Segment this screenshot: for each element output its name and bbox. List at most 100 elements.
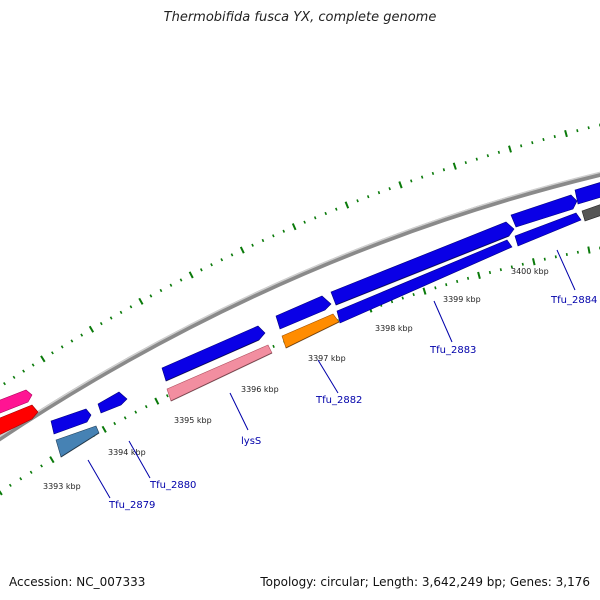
tick-mark [442, 168, 446, 172]
tick-mark [159, 288, 163, 293]
gene-labels: Tfu_2879 Tfu_2880 lysS Tfu_2882 Tfu_2883… [108, 295, 597, 511]
genome-backbone-highlight [0, 171, 600, 438]
tick-mark [154, 397, 160, 405]
tick-mark [542, 137, 545, 142]
tick-mark [165, 394, 169, 398]
tick-mark [398, 181, 403, 189]
gene-feature-tfu2879-upper[interactable] [50, 408, 92, 435]
gene-label-tfu2883[interactable]: Tfu_2883 [429, 345, 476, 356]
tick-mark [576, 250, 579, 254]
tick-mark [420, 175, 424, 179]
scale-labels: 3393 kbp 3394 kbp 3395 kbp 3396 kbp 3397… [43, 267, 549, 491]
gene-feature-tfu2883-upper[interactable] [330, 221, 515, 306]
gene-feature-red[interactable] [0, 404, 39, 437]
tick-mark [324, 211, 328, 216]
tick-mark [169, 283, 173, 287]
tick-mark [412, 293, 415, 297]
tick-mark [272, 344, 275, 348]
inner-tick-track [0, 246, 600, 496]
gene-feature-tfu2879[interactable] [55, 425, 100, 458]
tick-mark [261, 238, 265, 243]
gene-feature-tfu2884-upper[interactable] [510, 194, 578, 228]
tick-mark [134, 410, 138, 414]
tick-mark [282, 229, 286, 233]
tick-mark [60, 345, 64, 349]
tick-mark [291, 223, 297, 231]
tick-mark [366, 195, 370, 199]
tick-mark [8, 483, 12, 487]
tick-mark [149, 294, 153, 298]
tick-mark [49, 456, 55, 464]
scale-label: 3396 kbp [241, 385, 279, 394]
tick-mark [119, 310, 123, 314]
tick-mark [486, 154, 490, 158]
tick-mark [99, 321, 103, 326]
tick-mark [313, 216, 317, 220]
tick-mark [88, 325, 95, 333]
tick-mark [377, 191, 381, 195]
tick-mark [101, 425, 107, 433]
tick-mark [22, 369, 26, 373]
tick-mark [464, 161, 467, 165]
gene-feature-tfu2884[interactable] [514, 212, 582, 247]
tick-mark [388, 187, 391, 191]
gene-feature-edge-upper[interactable] [574, 181, 600, 205]
gene-feature-gray[interactable] [581, 203, 600, 222]
tick-mark [344, 201, 350, 209]
scale-label: 3399 kbp [443, 295, 481, 304]
tick-mark [553, 134, 556, 139]
tick-mark [390, 300, 394, 304]
page-title: Thermobifida fusca YX, complete genome [163, 10, 437, 25]
reverse-strand-features [0, 203, 600, 458]
gene-feature-lyss-upper[interactable] [161, 325, 266, 382]
tick-mark [335, 207, 338, 211]
scale-label: 3398 kbp [375, 324, 413, 333]
tick-mark [554, 255, 557, 259]
gene-feature-lyss[interactable] [166, 344, 273, 402]
tick-mark [434, 286, 437, 290]
scale-label: 3393 kbp [43, 482, 81, 491]
tick-mark [520, 144, 523, 148]
tick-mark [199, 268, 203, 272]
tick-mark [564, 129, 568, 138]
gene-label-tfu2882[interactable]: Tfu_2882 [315, 395, 362, 406]
tick-mark [80, 333, 84, 337]
tick-mark [70, 339, 74, 343]
gene-feature-magenta[interactable] [0, 389, 33, 415]
tick-mark [210, 263, 213, 267]
tick-mark [272, 234, 275, 238]
tick-mark [31, 363, 35, 367]
tick-mark [510, 265, 513, 269]
scale-label: 3394 kbp [108, 448, 146, 457]
tick-mark [251, 243, 254, 247]
tick-mark [230, 253, 234, 257]
tick-mark [452, 162, 457, 170]
tick-mark [0, 490, 3, 496]
tick-mark [188, 271, 194, 279]
tick-mark [109, 316, 113, 320]
tick-mark [497, 150, 501, 154]
gene-feature-tfu2883[interactable] [336, 239, 513, 324]
tick-mark [19, 477, 23, 481]
tick-mark [488, 270, 492, 275]
gene-label-tfu2880[interactable]: Tfu_2880 [149, 480, 196, 491]
gene-label-lyss[interactable]: lysS [241, 436, 261, 447]
tick-mark [144, 405, 148, 409]
gene-feature-tfu2880-upper[interactable] [97, 391, 128, 414]
tick-mark [113, 421, 117, 426]
tick-mark [3, 382, 6, 386]
gene-label-tfu2879[interactable]: Tfu_2879 [108, 500, 155, 511]
tick-mark [456, 279, 459, 284]
gene-feature-tfu2882[interactable] [281, 313, 340, 349]
tick-mark [499, 268, 502, 272]
tick-mark [29, 470, 33, 474]
gene-label-tfu2884[interactable]: Tfu_2884 [550, 295, 597, 306]
tick-mark [129, 305, 133, 309]
tick-mark [422, 287, 427, 295]
gene-feature-tfu2882-upper[interactable] [275, 295, 332, 330]
scale-label: 3397 kbp [308, 354, 346, 363]
tick-mark [138, 297, 144, 305]
genome-backbone [0, 171, 600, 442]
tick-mark [51, 351, 54, 355]
